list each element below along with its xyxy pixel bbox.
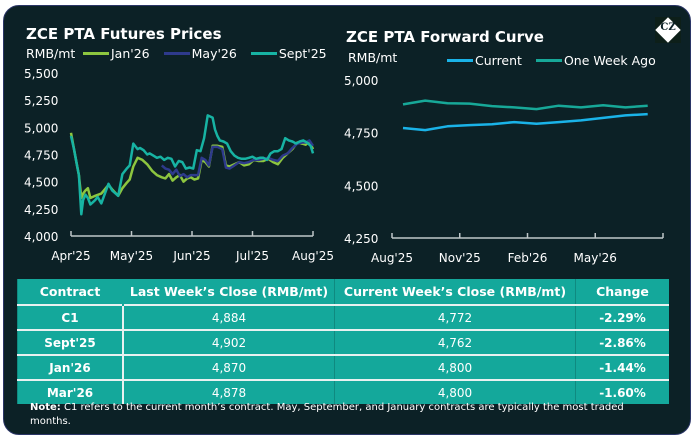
y-tick-label: 4,750	[344, 127, 378, 141]
x-tick-label: Apr'25	[51, 249, 90, 263]
last-week-close-cell: 4,884	[122, 304, 335, 330]
legend-item-one-week-ago: One Week Ago	[535, 53, 656, 68]
legend-swatch	[83, 52, 109, 55]
footnote-text: C1 refers to the current month’s contrac…	[30, 402, 624, 427]
legend-swatch	[535, 59, 562, 62]
last-week-close-cell: 4,870	[122, 354, 335, 380]
company-logo: CZ	[655, 17, 681, 43]
right-chart-unit: RMB/mt	[348, 50, 398, 65]
contracts-table: Contract Last Week’s Close (RMB/mt) Curr…	[17, 279, 669, 404]
forward-curve-chart: 4,250 4,500 4,750 5,000 Aug'25 Nov'25 Feb'26 Ma…	[344, 74, 664, 265]
footnote-label: Note:	[30, 402, 61, 413]
y-tick-label: 5,500	[24, 67, 58, 81]
series-line-current	[402, 112, 648, 132]
change-cell: -2.86%	[575, 329, 669, 355]
contract-cell: Mar'26	[17, 379, 124, 404]
left-chart-title: ZCE PTA Futures Prices	[26, 25, 222, 43]
y-tick-label: 4,250	[344, 232, 378, 246]
right-chart-title: ZCE PTA Forward Curve	[346, 28, 544, 46]
contract-cell: Jan'26	[17, 354, 124, 380]
y-tick-label: 4,250	[24, 203, 58, 217]
legend-label: Jan'26	[111, 46, 150, 61]
legend-label: One Week Ago	[563, 53, 656, 68]
contract-cell: C1	[17, 304, 124, 330]
header-contract: Contract	[17, 279, 124, 305]
legend-swatch	[163, 52, 190, 55]
legend-item-current: Current	[447, 53, 522, 68]
change-cell: -1.60%	[575, 379, 669, 404]
legend-label: May'26	[191, 46, 237, 61]
legend-label: Sept'25	[278, 46, 327, 61]
last-week-close-cell: 4,878	[122, 379, 335, 404]
left-chart-legend: Jan'26 May'26 Sept'25	[83, 46, 341, 61]
y-tick-label: 4,750	[24, 149, 58, 163]
legend-item-jan-26: Jan'26	[83, 46, 150, 61]
current-week-close-cell: 4,800	[334, 379, 576, 404]
series-line-sept-25	[69, 114, 315, 216]
current-week-close-cell: 4,772	[334, 304, 576, 330]
legend-swatch	[250, 52, 277, 55]
table-row: Mar'26 4,878 4,800 -1.60%	[17, 379, 669, 404]
logo-text: CZ	[660, 22, 676, 33]
x-tick-label: Nov'25	[439, 251, 481, 265]
footnote: Note: C1 refers to the current month’s c…	[30, 401, 660, 429]
x-tick-label: May'25	[110, 249, 153, 263]
legend-item-may-26: May'26	[163, 46, 237, 61]
x-tick-label: Aug'25	[292, 249, 334, 263]
last-week-close-cell: 4,902	[122, 329, 335, 355]
x-tick-label: Jul'25	[235, 249, 269, 263]
legend-label: Current	[475, 53, 522, 68]
y-tick-label: 5,000	[344, 74, 378, 88]
futures-prices-chart: 4,000 4,250 4,500 4,750 5,000 5,250 5,500 Apr'2…	[24, 67, 334, 263]
y-tick-label: 5,250	[24, 94, 58, 108]
current-week-close-cell: 4,762	[334, 329, 576, 355]
x-tick-label: Feb'26	[508, 251, 548, 265]
table-row: C1 4,884 4,772 -2.29%	[17, 304, 669, 330]
legend-swatch	[447, 59, 473, 62]
table-row: Sept'25 4,902 4,762 -2.86%	[17, 329, 669, 355]
header-last-week-close: Last Week’s Close (RMB/mt)	[122, 279, 335, 305]
header-current-week-close: Current Week’s Close (RMB/mt)	[334, 279, 576, 305]
legend-item-sept-25: Sept'25	[250, 46, 327, 61]
x-tick-label: Jun'25	[172, 249, 210, 263]
contract-cell: Sept'25	[17, 329, 124, 355]
series-line-may-26	[160, 139, 315, 179]
y-tick-label: 4,500	[344, 179, 378, 193]
header-change: Change	[575, 279, 669, 305]
change-cell: -2.29%	[575, 304, 669, 330]
x-tick-label: Aug'25	[371, 251, 413, 265]
change-cell: -1.44%	[575, 354, 669, 380]
x-tick-label: May'26	[574, 251, 617, 265]
table-row: Jan'26 4,870 4,800 -1.44%	[17, 354, 669, 380]
left-chart-unit: RMB/mt	[26, 46, 76, 61]
current-week-close-cell: 4,800	[334, 354, 576, 380]
series-line-one-week-ago	[402, 99, 648, 111]
y-tick-label: 4,500	[24, 176, 58, 190]
right-chart-legend: Current One Week Ago	[447, 53, 670, 68]
y-tick-label: 5,000	[24, 121, 58, 135]
table-header-row: Contract Last Week’s Close (RMB/mt) Curr…	[17, 279, 669, 305]
y-tick-label: 4,000	[24, 230, 58, 244]
